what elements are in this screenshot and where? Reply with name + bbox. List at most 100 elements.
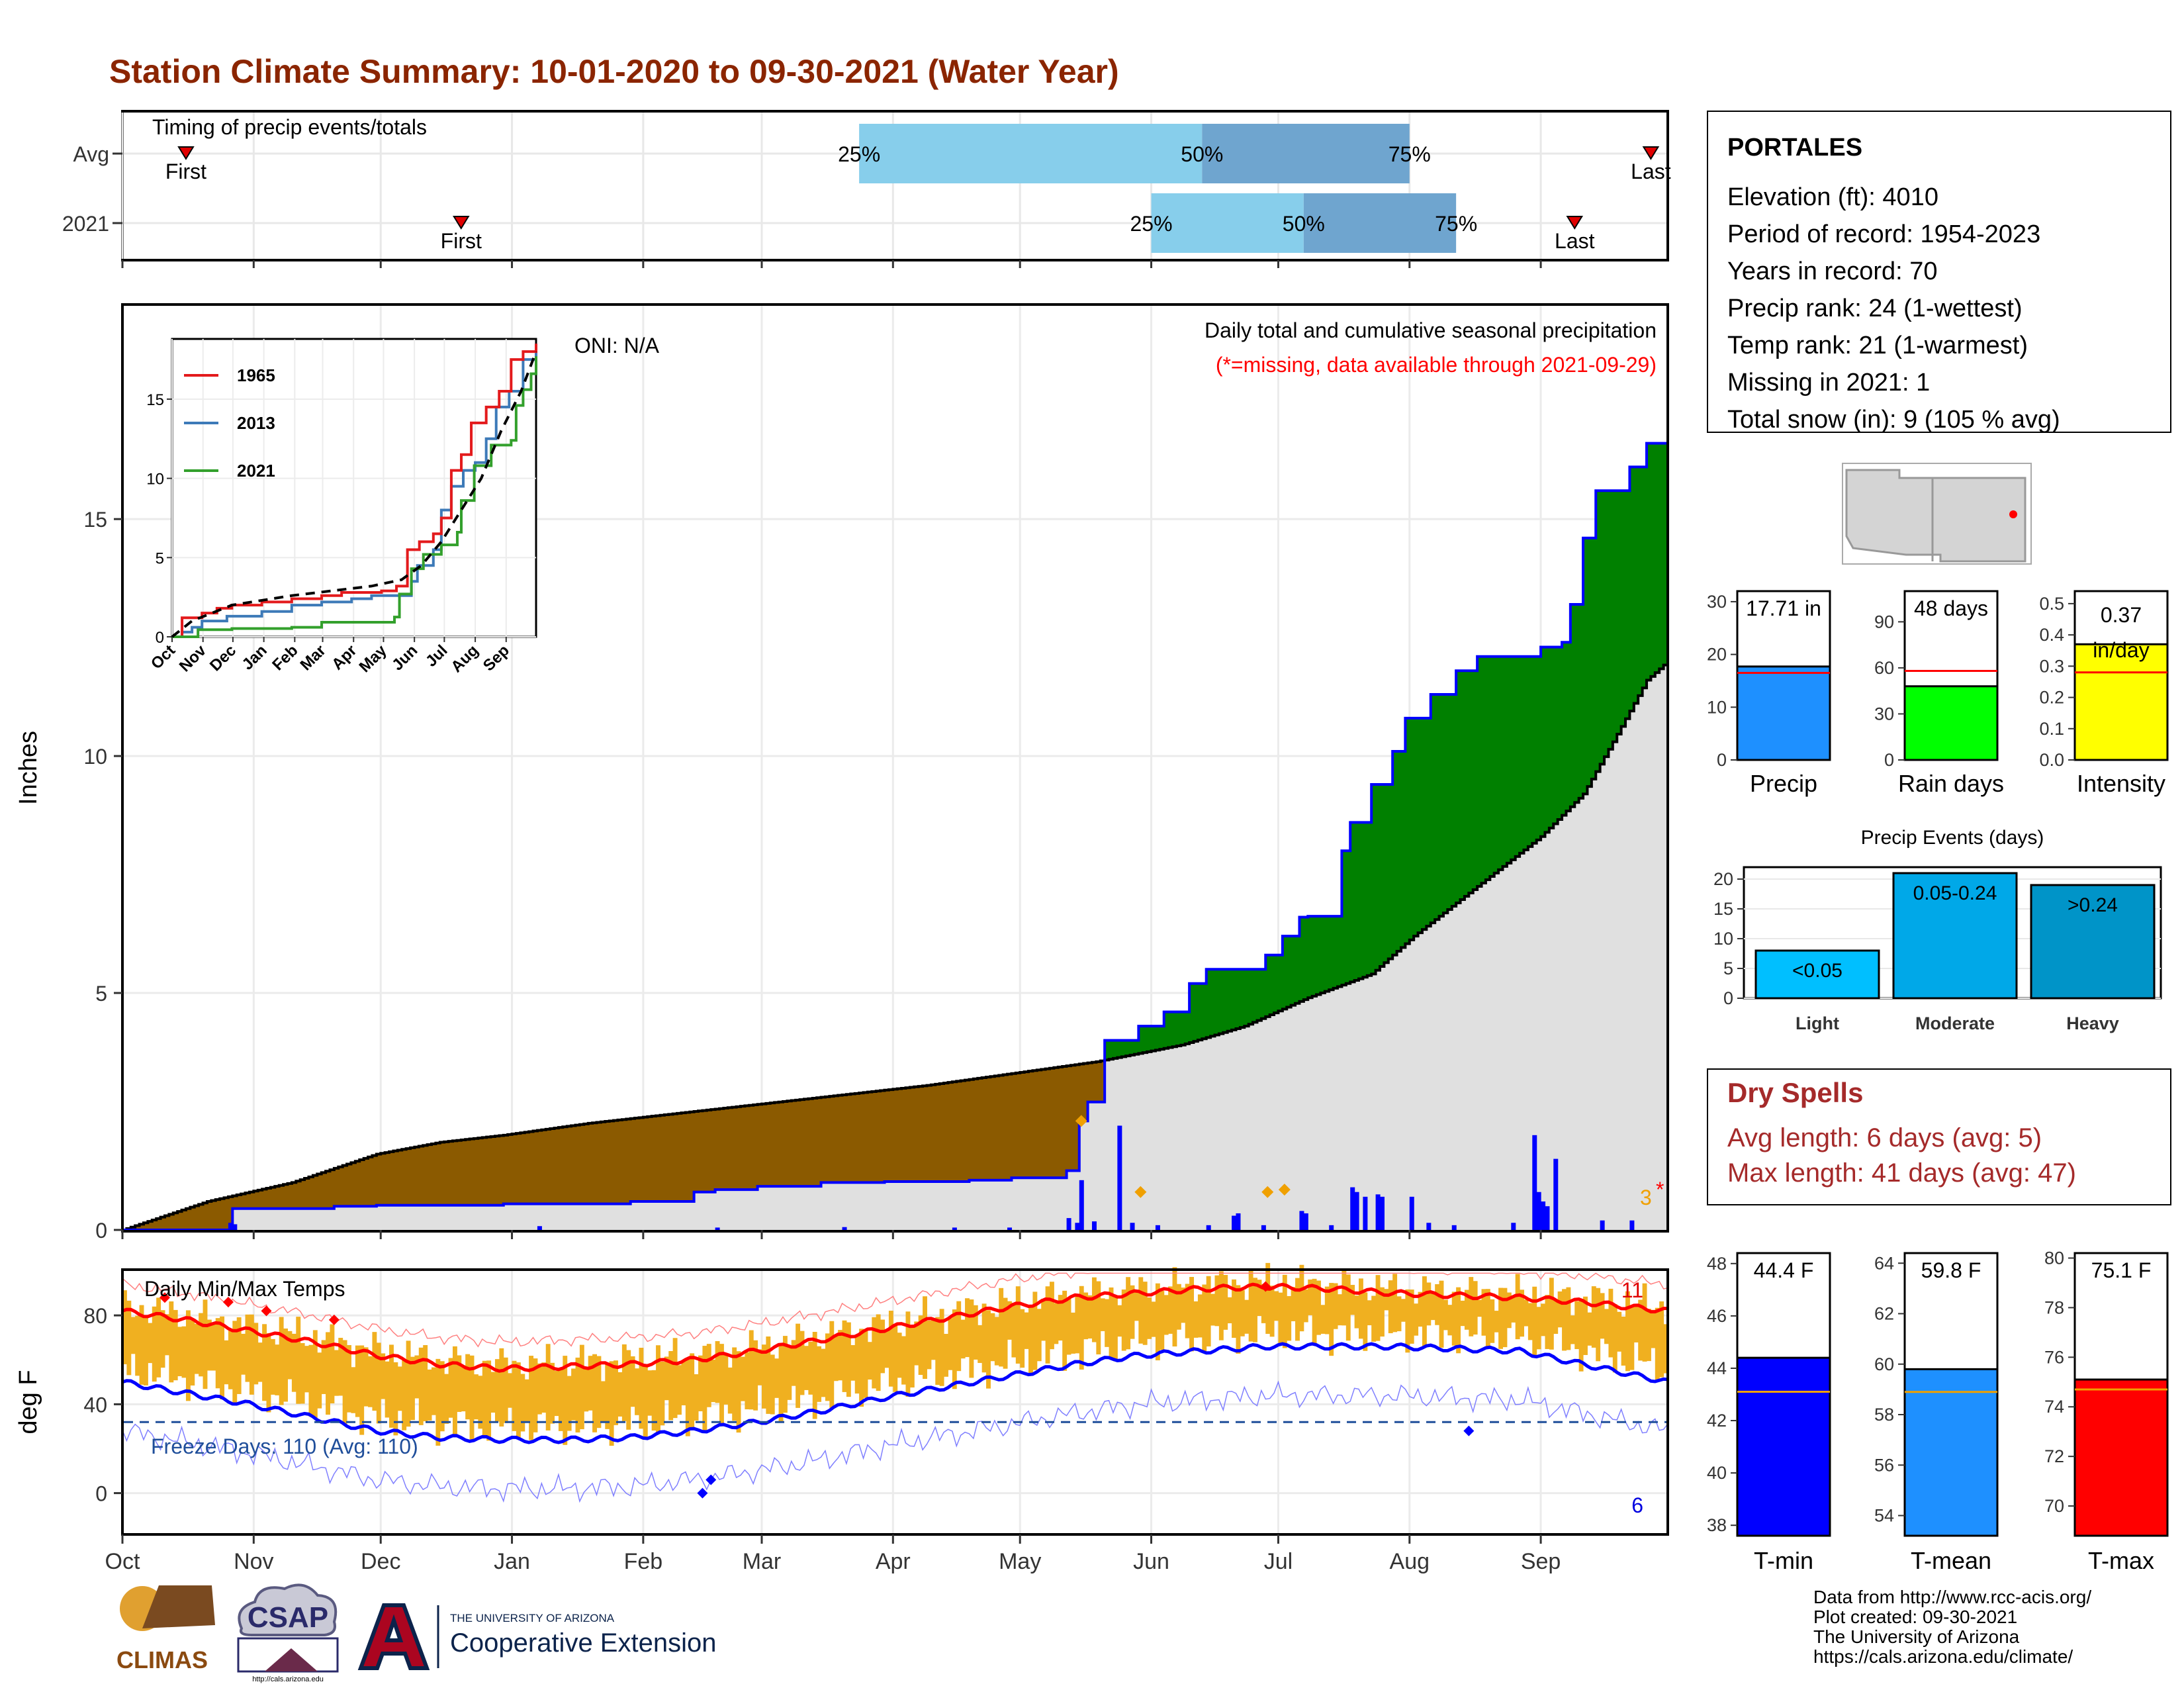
temp-daily-bar [494,1359,500,1422]
temp-gauge-bar [1736,1356,1831,1537]
csap-logo-text: CSAP [248,1601,328,1634]
inset-legend-label: 2013 [237,413,275,433]
month-label: Apr [876,1549,911,1574]
ua-small-text: THE UNIVERSITY OF ARIZONA [450,1612,615,1624]
inset-line-1965 [172,344,537,638]
temp-daily-bar [156,1297,161,1378]
temp-daily-bar [381,1353,386,1399]
temp-daily-bar [863,1330,868,1398]
temp-gauge-tick-label: 80 [2044,1248,2064,1268]
temp-daily-bar [901,1336,906,1385]
temp-daily-bar [1232,1279,1236,1338]
temp-daily-bar [778,1343,784,1423]
temp-label: Daily Min/Max Temps [144,1277,345,1301]
temp-daily-bar [1422,1276,1427,1347]
temp-daily-bar [376,1342,381,1424]
precip-daily-bar [1600,1220,1605,1230]
temp-daily-bar [1333,1283,1338,1329]
temp-daily-bar [490,1372,496,1413]
temp-daily-bar [1109,1287,1114,1358]
temp-daily-bar [905,1311,911,1397]
temp-daily-bar [1163,1295,1169,1335]
temp-daily-bar [139,1305,144,1385]
temp-daily-bar [312,1330,318,1419]
temp-gauge-tick-label: 64 [1874,1253,1894,1273]
freeze-days-label: Freeze Days: 110 (Avg: 110) [151,1434,418,1458]
logo-row: CLIMAS CSAP http://cals.arizona.edu THE … [116,1583,716,1683]
temp-daily-bar [1498,1288,1504,1349]
temp-daily-bar [1629,1305,1635,1370]
temp-daily-bar [1591,1286,1596,1348]
temp-daily-bar [944,1334,948,1377]
gauge-tick-label: 20 [1707,645,1727,665]
temp-daily-bar [1663,1324,1668,1374]
inset-ytick-label: 15 [146,391,164,409]
temp-daily-bar [1443,1299,1448,1331]
temp-daily-bar [1625,1291,1630,1372]
temp-daily-bar [1066,1298,1071,1355]
temp-daily-bar [1032,1291,1038,1370]
temp-daily-bar [245,1314,250,1382]
ua-a-icon [357,1603,430,1670]
events-bar [2030,884,2156,1000]
temp-daily-bar [529,1356,534,1440]
summary-gauges: 17.71 in 0 10 20 30 Precip 48 days 0 30 60 90 Rain … [1707,590,2169,797]
temp-daily-bar [389,1344,394,1428]
temp-daily-bar [897,1333,902,1378]
temp-daily-bar [169,1301,174,1383]
temp-daily-bar [368,1356,373,1407]
temp-daily-bar [1354,1295,1359,1329]
timing-p75-label: 75% [1435,212,1477,236]
precip-daily-bar [1536,1192,1541,1230]
events-bar [1892,872,2018,1000]
gauge-tick-label: 0.4 [2039,625,2064,645]
temp-daily-bar [1532,1286,1537,1358]
gauge-tick-label: 60 [1874,658,1894,678]
precip-daily-bar [1117,1125,1122,1230]
state-locator-map [1842,463,2032,565]
dry-spells-title: Dry Spells [1727,1077,1863,1108]
precip-ytick-label: 5 [95,982,107,1006]
temp-daily-bar [1506,1292,1512,1329]
temp-daily-bar [524,1379,529,1423]
timing-last-label: Last [1631,160,1671,183]
temp-daily-bar [880,1319,886,1374]
temp-daily-bar [211,1322,216,1371]
temp-daily-bar [1045,1286,1050,1364]
precip-daily-bar [1299,1211,1304,1230]
gauge-tick-label: 30 [1707,592,1727,612]
temp-daily-bar [1007,1301,1012,1340]
events-category-label: Heavy [2066,1013,2119,1033]
temp-daily-bar [1549,1278,1554,1350]
temp-daily-bar [685,1358,690,1436]
dry-spells-frame [1707,1068,2171,1205]
temp-daily-bar [609,1361,614,1446]
precip-daily-bar [1532,1135,1537,1230]
precip-daily-bar [232,1224,238,1230]
temp-daily-bar [965,1298,970,1358]
timing-panel: Timing of precip events/totals Avg 25% 50%… [62,110,1671,268]
temp-daily-bar [199,1313,204,1377]
temp-daily-bar [1083,1292,1089,1340]
temp-daily-bar [1075,1293,1080,1354]
temp-daily-bar [1583,1296,1588,1355]
precip-daily-bar [1545,1206,1550,1230]
temp-record-low-marker [697,1487,708,1499]
temp-daily-bar [888,1311,893,1387]
temp-daily-bar [160,1310,165,1368]
temp-avg-max-line [122,1282,1668,1373]
events-category-label: Light [1796,1013,1839,1033]
temp-daily-bar [596,1356,602,1429]
temp-daily-bar [334,1350,339,1396]
precip-ytick-label: 10 [83,745,107,769]
temp-daily-bar [600,1381,606,1421]
temp-daily-bar [698,1355,703,1411]
temp-daily-bar [1168,1286,1173,1334]
temp-daily-bar [1578,1299,1584,1372]
temp-daily-bar [1388,1280,1393,1334]
temp-daily-bar [918,1315,923,1376]
temp-daily-bar [1502,1288,1508,1348]
temp-daily-bar [1015,1286,1021,1364]
temp-record-high-marker [1260,1281,1271,1292]
temp-daily-bar [575,1357,580,1432]
